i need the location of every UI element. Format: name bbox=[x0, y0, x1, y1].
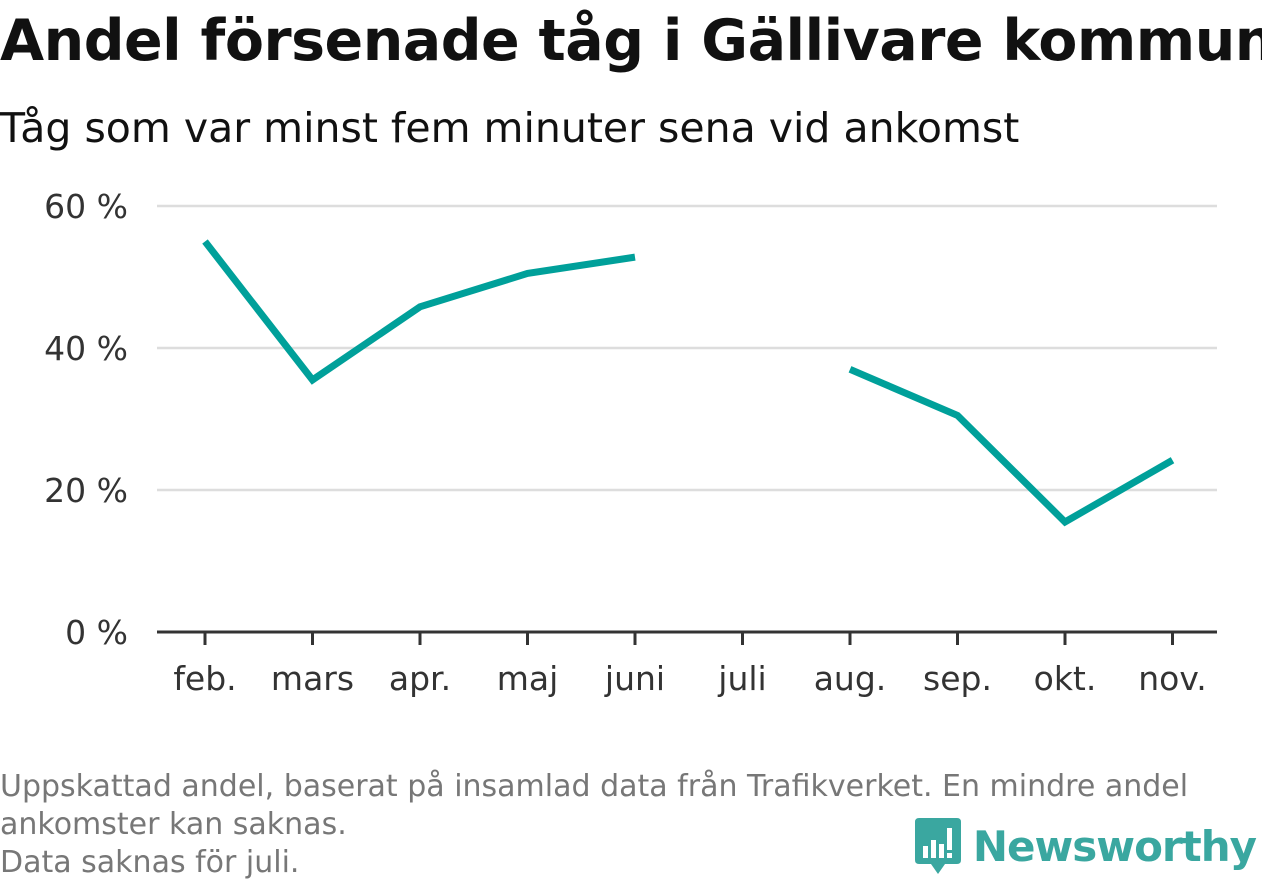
x-axis-labels: feb. mars apr. maj juni juli aug. sep. okt. nov. bbox=[173, 659, 1206, 698]
brand-name: Newsworthy bbox=[972, 821, 1257, 871]
footnote-line: Uppskattad andel, baserat på insamlad da… bbox=[0, 769, 1189, 804]
series-line-segment bbox=[848, 366, 1175, 527]
x-tick-label: nov. bbox=[1138, 659, 1207, 698]
newsworthy-logo: Newsworthy bbox=[913, 816, 1257, 876]
y-tick-label: 40 % bbox=[44, 329, 128, 368]
x-tick-label: mars bbox=[271, 659, 354, 698]
line-chart: 0 % 20 % 40 % 60 % feb. mars apr. maj juni juli a… bbox=[44, 187, 1217, 698]
x-tick-label: juli bbox=[717, 659, 766, 698]
chart-title: Andel försenade tåg i Gällivare kommun bbox=[0, 8, 1262, 74]
x-tick-label: feb. bbox=[173, 659, 236, 698]
x-axis bbox=[157, 630, 1217, 645]
gridlines bbox=[157, 204, 1217, 492]
x-tick-label: juni bbox=[604, 659, 665, 698]
x-tick-label: okt. bbox=[1034, 659, 1097, 698]
chart-subtitle: Tåg som var minst fem minuter sena vid a… bbox=[0, 104, 1020, 152]
x-tick-label: sep. bbox=[923, 659, 992, 698]
footnote-line: ankomster kan saknas. bbox=[0, 807, 347, 842]
y-tick-label: 0 % bbox=[65, 613, 128, 652]
series-line-segment bbox=[202, 239, 636, 385]
x-tick-label: apr. bbox=[389, 659, 451, 698]
newsworthy-logo-icon bbox=[914, 818, 961, 874]
y-tick-label: 20 % bbox=[44, 471, 128, 510]
footnote-line: Data saknas för juli. bbox=[0, 845, 300, 880]
series-lines bbox=[202, 239, 1175, 527]
footnote: Uppskattad andel, baserat på insamlad da… bbox=[0, 768, 1262, 882]
x-tick-label: aug. bbox=[814, 659, 887, 698]
y-axis-labels: 0 % 20 % 40 % 60 % bbox=[44, 187, 128, 652]
y-tick-label: 60 % bbox=[44, 187, 128, 226]
x-tick-label: maj bbox=[497, 659, 559, 698]
